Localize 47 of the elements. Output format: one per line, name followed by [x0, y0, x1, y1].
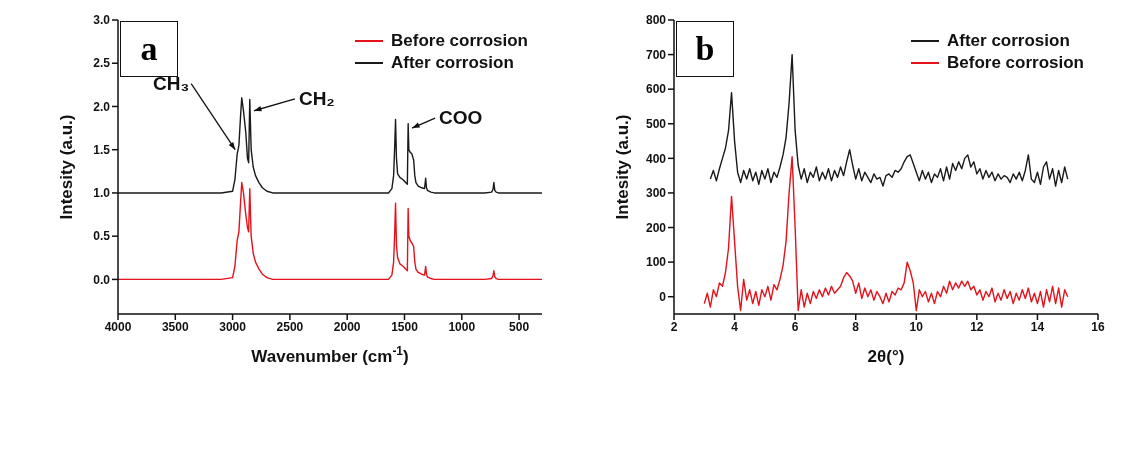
chart-title: a [140, 30, 158, 67]
annotation: COO [439, 107, 483, 129]
y-tick-label: 0 [659, 289, 667, 304]
y-tick-label: 700 [645, 47, 667, 62]
y-tick-label: 3.0 [93, 13, 111, 28]
y-tick-label: 300 [645, 186, 667, 201]
annotation: CH₂ [298, 87, 335, 109]
x-tick-label: 8 [852, 319, 860, 334]
x-tick-label: 6 [791, 319, 799, 334]
x-axis-title: Wavenumber (cm$^{-1}$) [251, 344, 409, 366]
y-tick-label: 500 [645, 117, 667, 132]
y-tick-label: 2.0 [93, 99, 111, 114]
x-tick-label: 4000 [104, 319, 132, 334]
y-tick-label: 0.5 [93, 229, 111, 244]
y-tick-label: 100 [645, 255, 667, 270]
x-tick-label: 3000 [219, 319, 247, 334]
legend-label: Before corrosion [947, 52, 1084, 74]
x-tick-label: 2500 [276, 319, 304, 334]
legend-label: After corrosion [947, 30, 1070, 52]
x-tick-label: 14 [1030, 319, 1045, 334]
x-tick-label: 10 [909, 319, 924, 334]
line-series [703, 155, 1069, 312]
x-tick-label: 1500 [391, 319, 419, 334]
x-tick-label: 2 [670, 319, 678, 334]
y-tick-label: 1.5 [93, 142, 111, 157]
y-tick-label: 200 [645, 220, 667, 235]
y-tick-label: 400 [645, 151, 667, 166]
annotation: CH₃ [152, 72, 190, 94]
line-series [118, 181, 542, 281]
x-tick-label: 12 [970, 319, 984, 334]
y-tick-label: 800 [645, 13, 667, 28]
y-axis-title: Intesity (a.u.) [57, 114, 76, 220]
x-tick-label: 4 [731, 319, 739, 334]
x-tick-label: 1000 [448, 319, 476, 334]
chart-title: b [676, 21, 734, 77]
y-tick-label: 0.0 [93, 272, 111, 287]
y-tick-label: 2.5 [93, 56, 111, 71]
y-tick-label: 1.0 [93, 186, 111, 201]
y-axis-title: Intesity (a.u.) [613, 114, 632, 220]
x-tick-label: 16 [1091, 319, 1105, 334]
x-axis-title: 2θ(°) [867, 347, 905, 366]
x-tick-label: 500 [509, 319, 530, 334]
legend-label: After corrosion [391, 52, 514, 74]
legend-label: Before corrosion [391, 30, 528, 52]
y-tick-label: 600 [645, 82, 667, 97]
x-tick-label: 3500 [161, 319, 189, 334]
x-tick-label: 2000 [333, 319, 361, 334]
